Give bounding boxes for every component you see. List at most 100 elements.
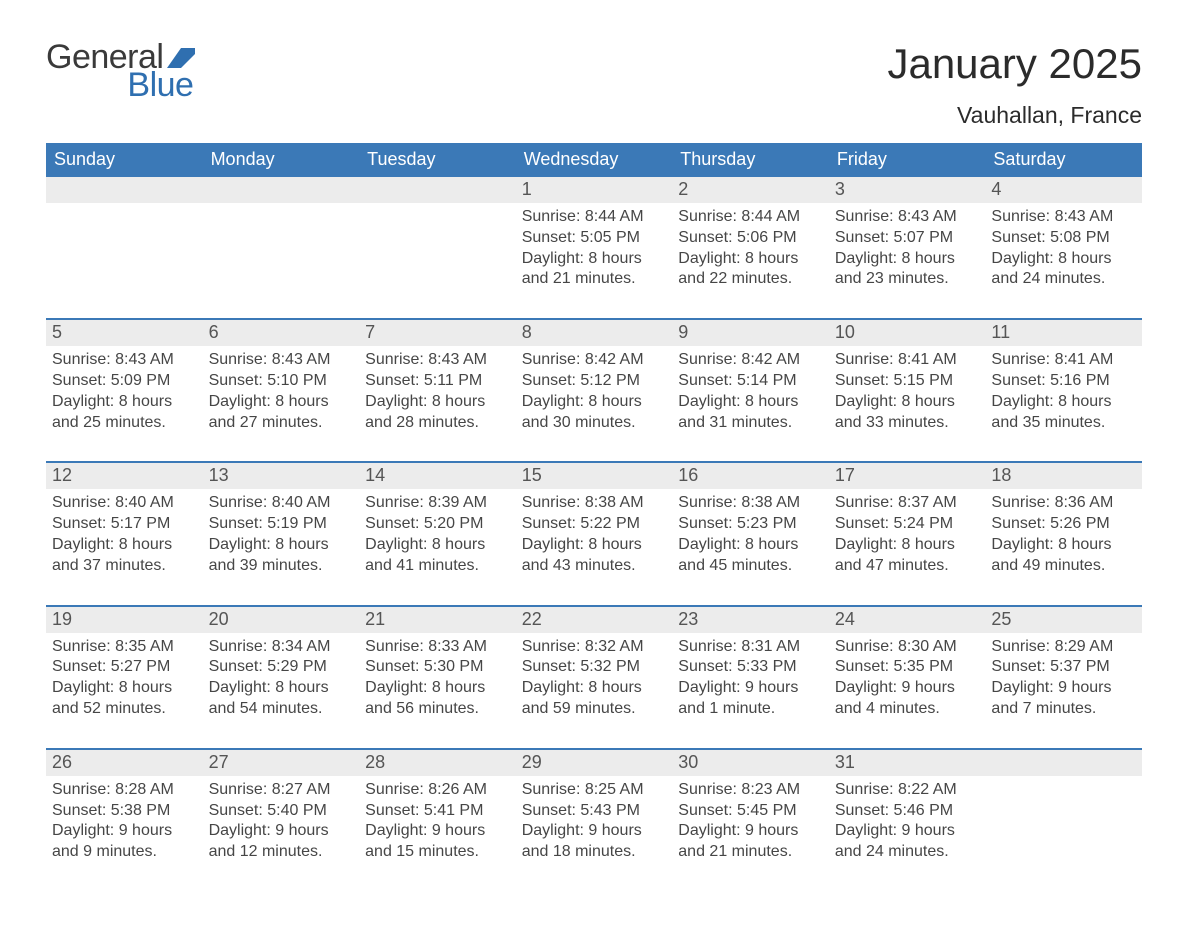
sunrise-text: Sunrise: 8:22 AM [835, 780, 980, 801]
sunrise-text: Sunrise: 8:40 AM [209, 493, 354, 514]
day-number: 5 [46, 320, 203, 346]
sunset-text: Sunset: 5:32 PM [522, 657, 667, 678]
sunset-text: Sunset: 5:40 PM [209, 801, 354, 822]
weekday-label: Monday [203, 143, 360, 177]
day-cell: Sunrise: 8:42 AMSunset: 5:12 PMDaylight:… [516, 346, 673, 461]
sunset-text: Sunset: 5:08 PM [991, 228, 1136, 249]
sunrise-text: Sunrise: 8:43 AM [991, 207, 1136, 228]
day-number: 2 [672, 177, 829, 203]
day-number: 8 [516, 320, 673, 346]
daylight-text: Daylight: 8 hours and 56 minutes. [365, 678, 510, 720]
day-number: 21 [359, 607, 516, 633]
page-title: January 2025 [887, 40, 1142, 88]
day-cell: Sunrise: 8:22 AMSunset: 5:46 PMDaylight:… [829, 776, 986, 891]
daylight-text: Daylight: 8 hours and 35 minutes. [991, 392, 1136, 434]
sunrise-text: Sunrise: 8:40 AM [52, 493, 197, 514]
day-number: 28 [359, 750, 516, 776]
daylight-text: Daylight: 8 hours and 47 minutes. [835, 535, 980, 577]
sunrise-text: Sunrise: 8:43 AM [365, 350, 510, 371]
day-cell: Sunrise: 8:25 AMSunset: 5:43 PMDaylight:… [516, 776, 673, 891]
day-number: 18 [985, 463, 1142, 489]
day-cell: Sunrise: 8:43 AMSunset: 5:10 PMDaylight:… [203, 346, 360, 461]
day-cell [359, 203, 516, 318]
sunset-text: Sunset: 5:33 PM [678, 657, 823, 678]
day-number: 27 [203, 750, 360, 776]
sunrise-text: Sunrise: 8:43 AM [52, 350, 197, 371]
sunrise-text: Sunrise: 8:36 AM [991, 493, 1136, 514]
day-number: 23 [672, 607, 829, 633]
day-number [46, 177, 203, 203]
daylight-text: Daylight: 8 hours and 54 minutes. [209, 678, 354, 720]
daylight-text: Daylight: 9 hours and 9 minutes. [52, 821, 197, 863]
day-number [359, 177, 516, 203]
weekday-header: SundayMondayTuesdayWednesdayThursdayFrid… [46, 143, 1142, 177]
day-number: 11 [985, 320, 1142, 346]
sunrise-text: Sunrise: 8:43 AM [209, 350, 354, 371]
day-number: 26 [46, 750, 203, 776]
sunset-text: Sunset: 5:10 PM [209, 371, 354, 392]
day-cell: Sunrise: 8:34 AMSunset: 5:29 PMDaylight:… [203, 633, 360, 748]
day-number: 4 [985, 177, 1142, 203]
sunset-text: Sunset: 5:15 PM [835, 371, 980, 392]
sunset-text: Sunset: 5:41 PM [365, 801, 510, 822]
day-cell: Sunrise: 8:41 AMSunset: 5:16 PMDaylight:… [985, 346, 1142, 461]
day-cell: Sunrise: 8:43 AMSunset: 5:09 PMDaylight:… [46, 346, 203, 461]
daylight-text: Daylight: 8 hours and 52 minutes. [52, 678, 197, 720]
daylight-text: Daylight: 8 hours and 31 minutes. [678, 392, 823, 434]
day-cell: Sunrise: 8:43 AMSunset: 5:11 PMDaylight:… [359, 346, 516, 461]
daylight-text: Daylight: 9 hours and 4 minutes. [835, 678, 980, 720]
sunrise-text: Sunrise: 8:32 AM [522, 637, 667, 658]
week-row: 12131415161718Sunrise: 8:40 AMSunset: 5:… [46, 461, 1142, 604]
sunset-text: Sunset: 5:30 PM [365, 657, 510, 678]
daylight-text: Daylight: 8 hours and 25 minutes. [52, 392, 197, 434]
sunset-text: Sunset: 5:12 PM [522, 371, 667, 392]
daylight-text: Daylight: 9 hours and 15 minutes. [365, 821, 510, 863]
sunset-text: Sunset: 5:27 PM [52, 657, 197, 678]
sunset-text: Sunset: 5:07 PM [835, 228, 980, 249]
sunset-text: Sunset: 5:22 PM [522, 514, 667, 535]
daylight-text: Daylight: 8 hours and 39 minutes. [209, 535, 354, 577]
day-cell: Sunrise: 8:38 AMSunset: 5:22 PMDaylight:… [516, 489, 673, 604]
day-number: 22 [516, 607, 673, 633]
day-cell: Sunrise: 8:32 AMSunset: 5:32 PMDaylight:… [516, 633, 673, 748]
daynum-row: 1234 [46, 177, 1142, 203]
day-cell: Sunrise: 8:40 AMSunset: 5:17 PMDaylight:… [46, 489, 203, 604]
sunset-text: Sunset: 5:23 PM [678, 514, 823, 535]
brand-logo: General Blue [46, 40, 195, 102]
sunset-text: Sunset: 5:38 PM [52, 801, 197, 822]
day-cell: Sunrise: 8:40 AMSunset: 5:19 PMDaylight:… [203, 489, 360, 604]
sunrise-text: Sunrise: 8:37 AM [835, 493, 980, 514]
day-number: 14 [359, 463, 516, 489]
day-cell: Sunrise: 8:29 AMSunset: 5:37 PMDaylight:… [985, 633, 1142, 748]
day-cell: Sunrise: 8:30 AMSunset: 5:35 PMDaylight:… [829, 633, 986, 748]
daynum-row: 262728293031 [46, 750, 1142, 776]
day-cell: Sunrise: 8:44 AMSunset: 5:06 PMDaylight:… [672, 203, 829, 318]
sunrise-text: Sunrise: 8:44 AM [678, 207, 823, 228]
day-number: 20 [203, 607, 360, 633]
day-cell: Sunrise: 8:26 AMSunset: 5:41 PMDaylight:… [359, 776, 516, 891]
daylight-text: Daylight: 8 hours and 23 minutes. [835, 249, 980, 291]
daylight-text: Daylight: 8 hours and 59 minutes. [522, 678, 667, 720]
day-number: 25 [985, 607, 1142, 633]
sunset-text: Sunset: 5:06 PM [678, 228, 823, 249]
weekday-label: Thursday [672, 143, 829, 177]
day-cell: Sunrise: 8:36 AMSunset: 5:26 PMDaylight:… [985, 489, 1142, 604]
daylight-text: Daylight: 9 hours and 12 minutes. [209, 821, 354, 863]
sunrise-text: Sunrise: 8:43 AM [835, 207, 980, 228]
daylight-text: Daylight: 8 hours and 27 minutes. [209, 392, 354, 434]
sunset-text: Sunset: 5:35 PM [835, 657, 980, 678]
day-cell: Sunrise: 8:33 AMSunset: 5:30 PMDaylight:… [359, 633, 516, 748]
day-cell: Sunrise: 8:44 AMSunset: 5:05 PMDaylight:… [516, 203, 673, 318]
sunrise-text: Sunrise: 8:41 AM [835, 350, 980, 371]
day-number: 13 [203, 463, 360, 489]
day-cell: Sunrise: 8:39 AMSunset: 5:20 PMDaylight:… [359, 489, 516, 604]
daylight-text: Daylight: 8 hours and 28 minutes. [365, 392, 510, 434]
day-number: 29 [516, 750, 673, 776]
sunrise-text: Sunrise: 8:34 AM [209, 637, 354, 658]
week-row: 567891011Sunrise: 8:43 AMSunset: 5:09 PM… [46, 318, 1142, 461]
page: General Blue January 2025 Vauhallan, Fra… [0, 0, 1188, 931]
sunrise-text: Sunrise: 8:42 AM [522, 350, 667, 371]
sunrise-text: Sunrise: 8:44 AM [522, 207, 667, 228]
sunset-text: Sunset: 5:17 PM [52, 514, 197, 535]
weekday-label: Tuesday [359, 143, 516, 177]
